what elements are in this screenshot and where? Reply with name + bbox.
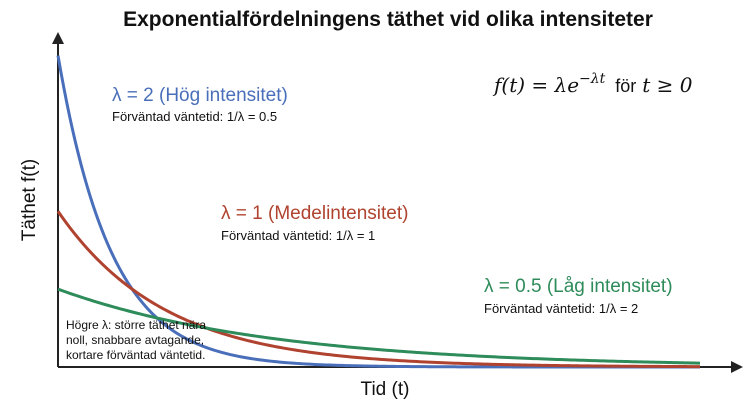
- series-line-lambda-1: [56, 210, 701, 369]
- note-line-2: noll, snabbare avtagande,: [66, 333, 204, 347]
- y-axis-arrow: [52, 32, 64, 44]
- y-axis-label: Täthet f(t): [19, 159, 40, 241]
- chart-title: Exponentialfördelningens täthet vid olik…: [123, 8, 653, 31]
- series-subtitle-lambda-1: Förväntad väntetid: 1/λ = 1: [221, 228, 375, 243]
- formula: f(t) = λe−λt för t ≥ 0: [492, 71, 693, 97]
- series-label-lambda-1: λ = 1 (Medelintensitet): [221, 203, 408, 224]
- x-axis-label: Tid (t): [361, 379, 410, 400]
- formula-lhs: f(t) = λe: [492, 73, 579, 97]
- note-line-1: Högre λ: större täthet nära: [66, 318, 206, 332]
- x-axis-arrow: [731, 361, 743, 373]
- formula-condition-word: för: [615, 76, 636, 96]
- formula-condition: t ≥ 0: [642, 73, 693, 97]
- series-curves: [56, 55, 701, 369]
- series-subtitle-lambda-0-5: Förväntad väntetid: 1/λ = 2: [484, 301, 638, 316]
- series-subtitle-lambda-2: Förväntad väntetid: 1/λ = 0.5: [112, 109, 277, 124]
- series-label-lambda-2: λ = 2 (Hög intensitet): [112, 85, 288, 106]
- note-line-3: kortare förväntad väntetid.: [66, 348, 205, 362]
- series-label-lambda-0-5: λ = 0.5 (Låg intensitet): [484, 276, 673, 297]
- series-line-lambda-0-5: [57, 287, 701, 365]
- formula-exponent: −λt: [579, 71, 606, 87]
